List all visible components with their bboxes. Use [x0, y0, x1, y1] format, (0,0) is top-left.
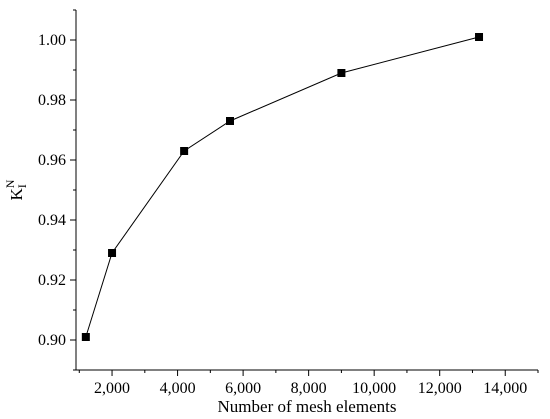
y-tick-label: 0.98 [38, 92, 66, 109]
x-axis-title: Number of mesh elements [218, 397, 397, 416]
x-tick-label: 12,000 [418, 380, 462, 397]
y-tick-label: 0.90 [38, 332, 66, 349]
y-axis-title-subscript: I [15, 184, 29, 188]
x-tick-label: 14,000 [483, 380, 527, 397]
x-axis-ticks: 2,000 4,000 6,000 8,000 10,000 12,000 14,000 [78, 370, 539, 397]
data-point [108, 249, 117, 257]
y-axis-ticks: 0.90 0.92 0.94 0.96 0.98 1.00 [38, 9, 76, 371]
data-point [475, 33, 484, 41]
data-point [81, 333, 90, 341]
y-axis-title: KIN [3, 179, 29, 200]
data-point [337, 69, 346, 77]
x-tick-label: 4,000 [160, 380, 196, 397]
y-axis-title-superscript: N [3, 179, 17, 188]
data-point [180, 147, 189, 155]
x-tick-label: 6,000 [225, 380, 261, 397]
x-tick-label: 2,000 [94, 380, 130, 397]
axes [75, 10, 538, 371]
y-axis-title-main: K [7, 187, 26, 200]
y-tick-label: 0.94 [38, 212, 66, 229]
data-point [226, 117, 234, 125]
y-tick-label: 0.96 [38, 152, 66, 169]
series [81, 33, 484, 341]
y-tick-label: 1.00 [38, 32, 66, 49]
y-tick-label: 0.92 [38, 272, 66, 289]
series-line [85, 36, 480, 338]
x-tick-label: 8,000 [291, 380, 327, 397]
x-tick-label: 10,000 [352, 380, 396, 397]
